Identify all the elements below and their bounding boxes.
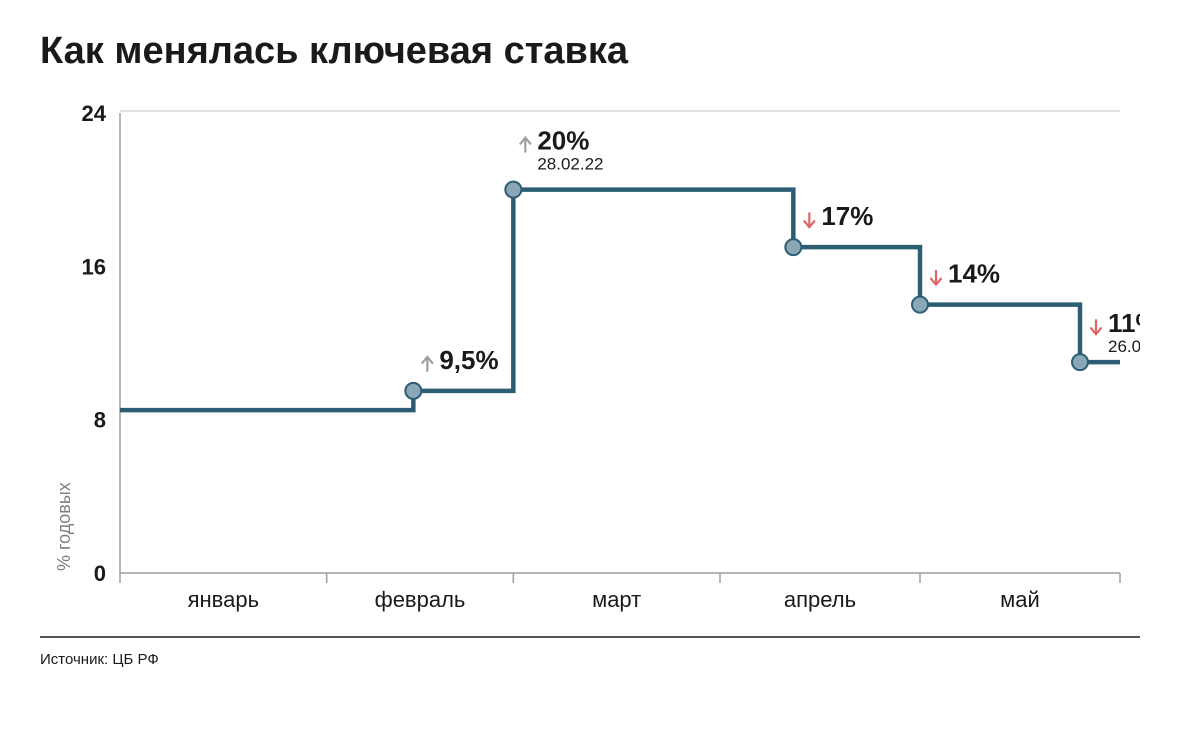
marker-date-label: 26.05.22 bbox=[1108, 337, 1140, 356]
y-tick-label: 0 bbox=[94, 561, 106, 586]
marker-date-label: 28.02.22 bbox=[537, 155, 603, 174]
chart-title: Как менялась ключевая ставка bbox=[40, 30, 1160, 73]
month-label: февраль bbox=[375, 587, 466, 612]
marker-value-label: 17% bbox=[821, 201, 873, 231]
down-arrow-icon bbox=[804, 213, 814, 227]
month-label: март bbox=[592, 587, 641, 612]
rate-marker bbox=[505, 182, 521, 198]
marker-value-label: 20% bbox=[537, 126, 589, 156]
month-label: апрель bbox=[784, 587, 856, 612]
month-label: январь bbox=[188, 587, 259, 612]
up-arrow-icon bbox=[520, 138, 530, 152]
chart-area: 0 8 16 24 январь февраль март апрель май % годовы… bbox=[40, 83, 1140, 643]
up-arrow-icon bbox=[422, 357, 432, 371]
y-tick-label: 8 bbox=[94, 408, 106, 433]
y-tick-label: 16 bbox=[82, 254, 106, 279]
source-value: ЦБ РФ bbox=[112, 651, 158, 668]
marker-value-label: 9,5% bbox=[439, 345, 498, 375]
source-line: Источник: ЦБ РФ bbox=[40, 651, 1160, 668]
y-tick-label: 24 bbox=[82, 101, 107, 126]
rate-marker bbox=[785, 239, 801, 255]
rate-marker bbox=[1072, 354, 1088, 370]
rate-step-line bbox=[120, 190, 1120, 410]
rate-marker bbox=[405, 383, 421, 399]
rate-marker bbox=[912, 297, 928, 313]
down-arrow-icon bbox=[931, 271, 941, 285]
marker-value-label: 14% bbox=[948, 259, 1000, 289]
month-label: май bbox=[1000, 587, 1040, 612]
y-axis-label: % годовых bbox=[54, 482, 74, 571]
down-arrow-icon bbox=[1091, 320, 1101, 334]
marker-value-label: 11% bbox=[1108, 308, 1140, 338]
step-line-chart: 0 8 16 24 январь февраль март апрель май % годовы… bbox=[40, 83, 1140, 643]
source-prefix: Источник: bbox=[40, 651, 108, 668]
